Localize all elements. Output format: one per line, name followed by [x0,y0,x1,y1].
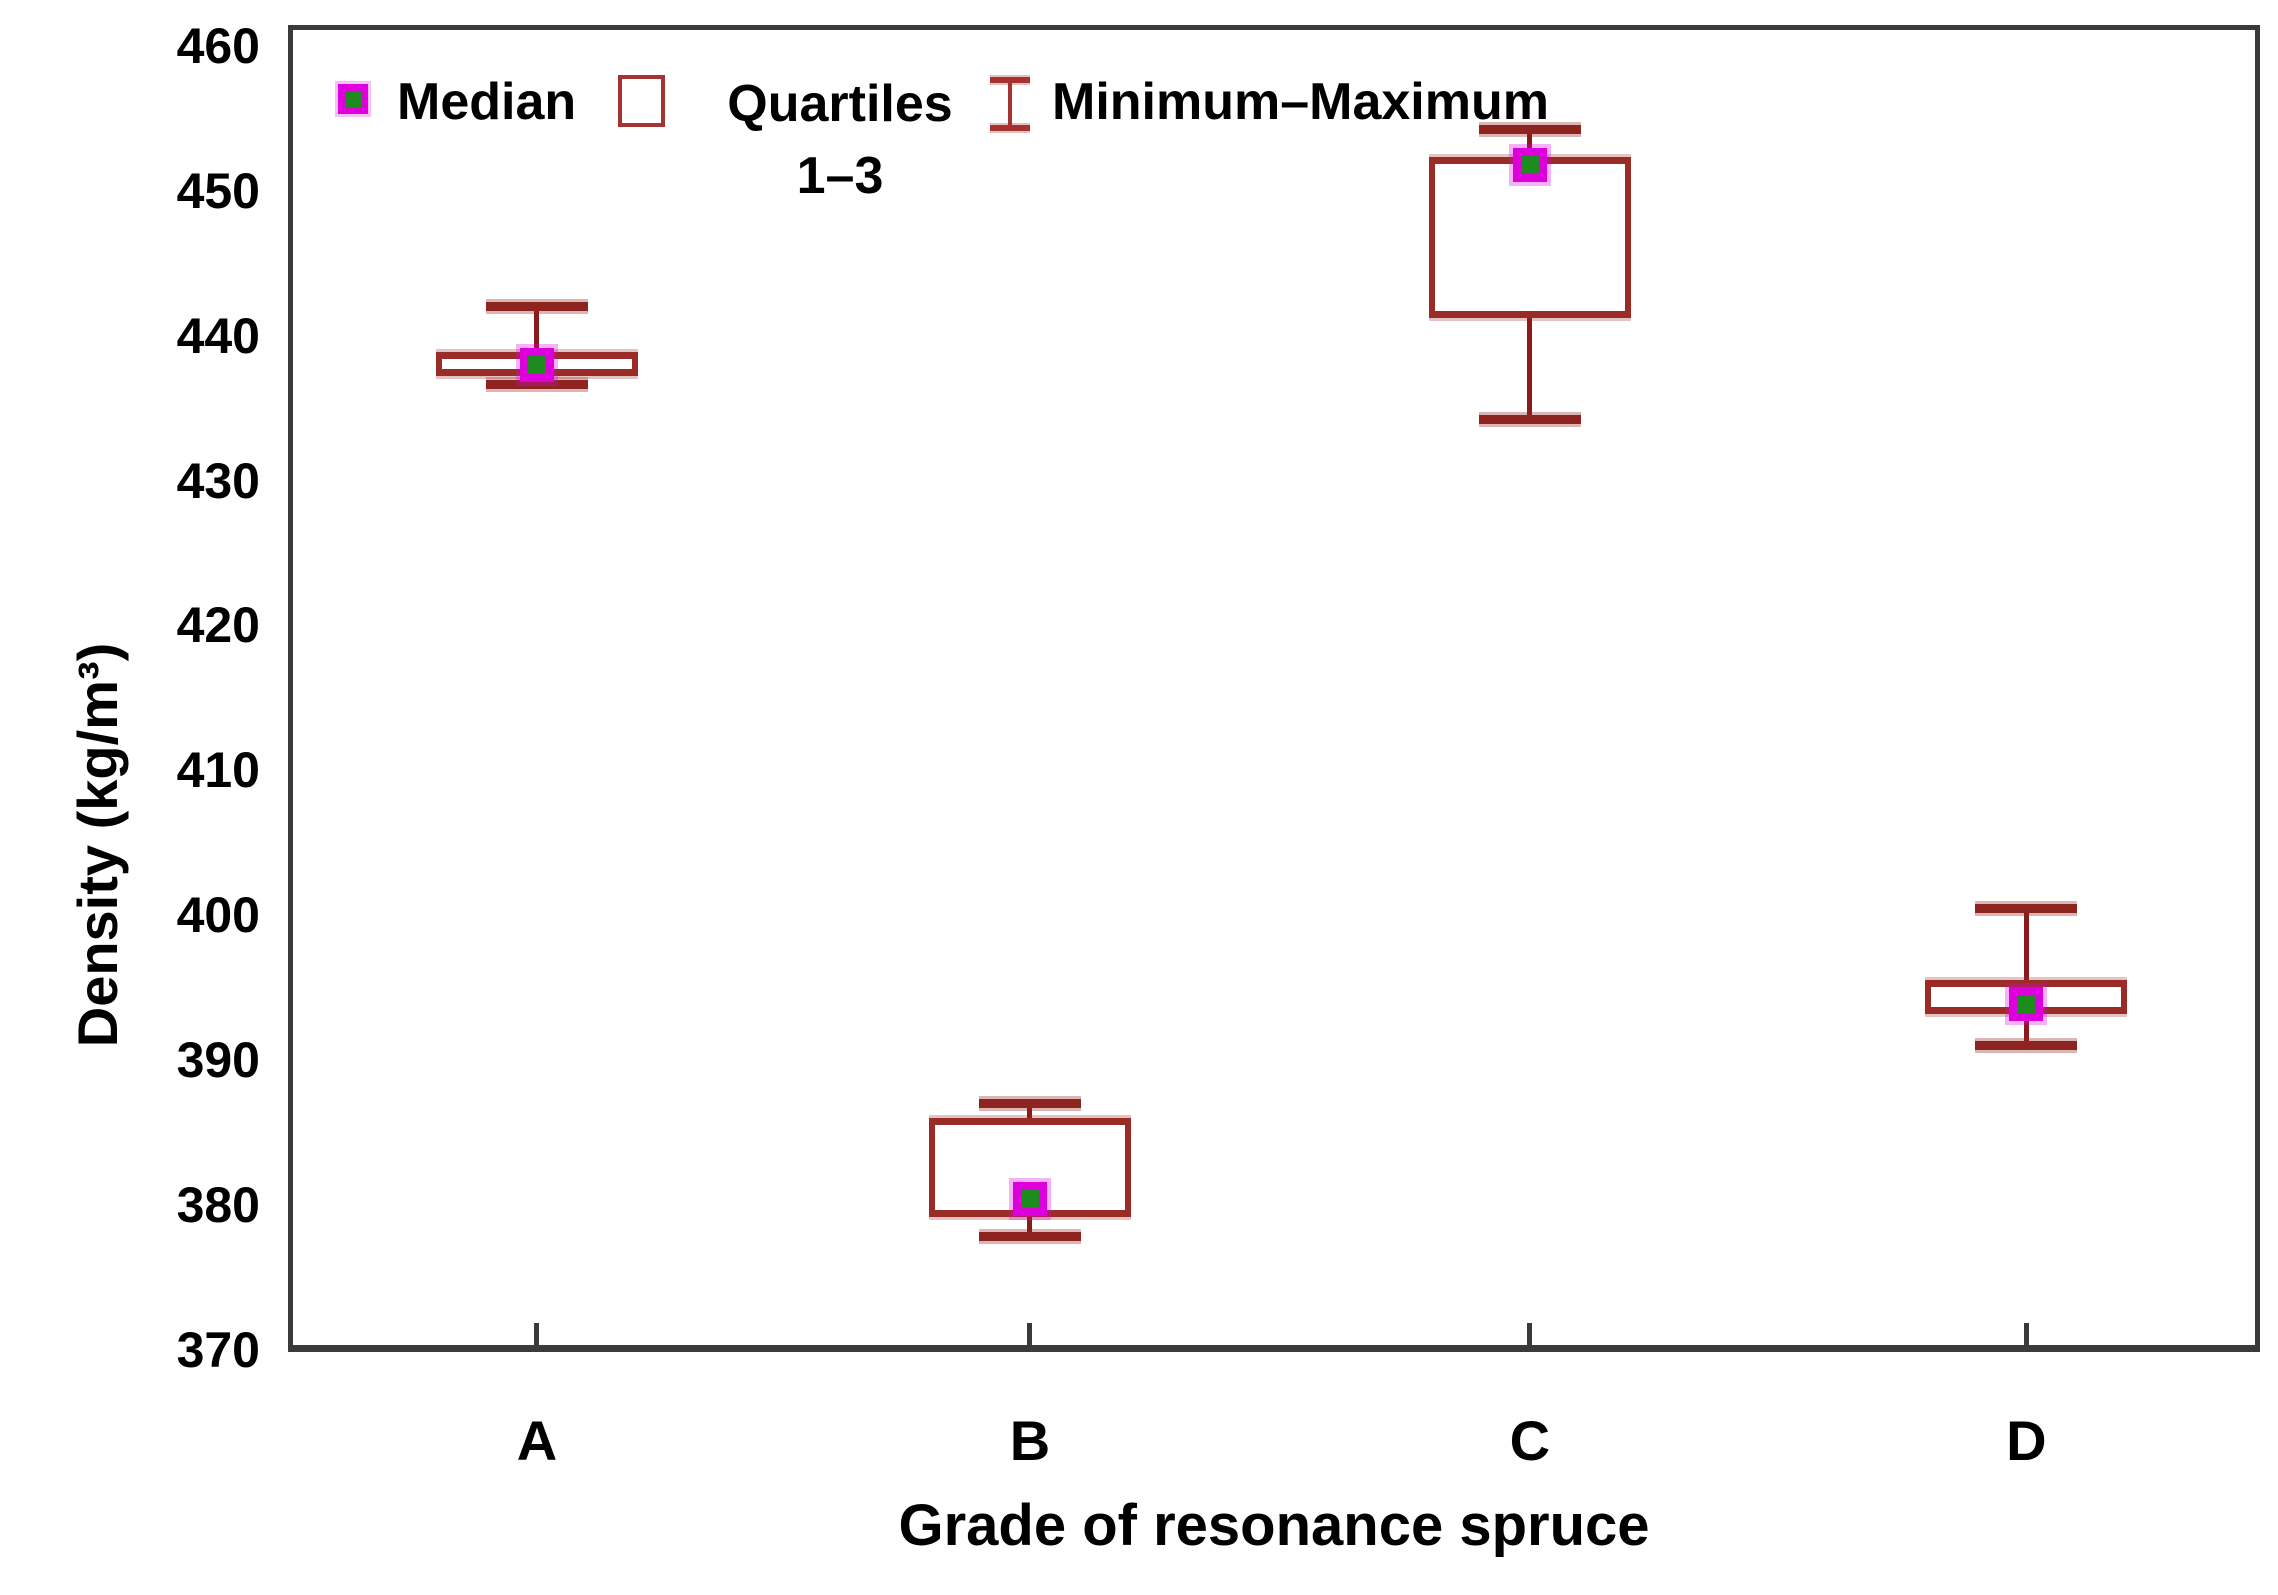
median-marker-inner [1520,155,1539,174]
x-tick-label: D [2006,1409,2047,1472]
median-marker-inner [2017,994,2036,1013]
y-tick-label: 420 [176,597,260,654]
x-tick-label: B [1009,1409,1051,1472]
median-marker [519,347,554,382]
lower-whisker [1027,1216,1033,1237]
plot-area [288,25,2260,1352]
y-tick-label: 440 [176,307,260,364]
y-tick-label: 410 [176,742,260,799]
y-tick-label: 380 [176,1177,260,1234]
x-tick-mark [534,1323,540,1345]
y-tick-label: 400 [176,887,260,944]
y-tick-label: 430 [176,452,260,509]
min-cap [1478,415,1581,425]
y-tick-label: 370 [176,1322,260,1378]
upper-whisker [1027,1103,1033,1119]
upper-whisker [2023,908,2029,981]
max-cap [978,1099,1081,1109]
max-cap [485,302,588,312]
min-cap [1975,1041,2078,1051]
median-marker-inner [1020,1190,1039,1209]
median-marker [2009,986,2044,1021]
x-tick-mark [1027,1323,1033,1345]
x-tick-mark [2023,1323,2029,1345]
median-marker [1512,147,1547,182]
max-cap [1478,125,1581,135]
lower-whisker [1527,318,1533,420]
upper-whisker [534,306,540,352]
max-cap [1975,903,2078,913]
x-tick-mark [1527,1323,1533,1345]
median-marker [1012,1182,1047,1217]
lower-whisker [2023,1013,2029,1046]
y-tick-label: 460 [176,17,260,74]
min-cap [978,1232,1081,1242]
y-tick-label: 390 [176,1032,260,1089]
y-tick-label: 450 [176,162,260,219]
median-marker-inner [527,355,546,374]
upper-whisker [1527,129,1533,158]
min-cap [485,380,588,390]
x-tick-label: C [1509,1409,1551,1472]
x-axis-title: Grade of resonance spruce [898,1493,1650,1558]
x-tick-label: A [516,1409,558,1472]
